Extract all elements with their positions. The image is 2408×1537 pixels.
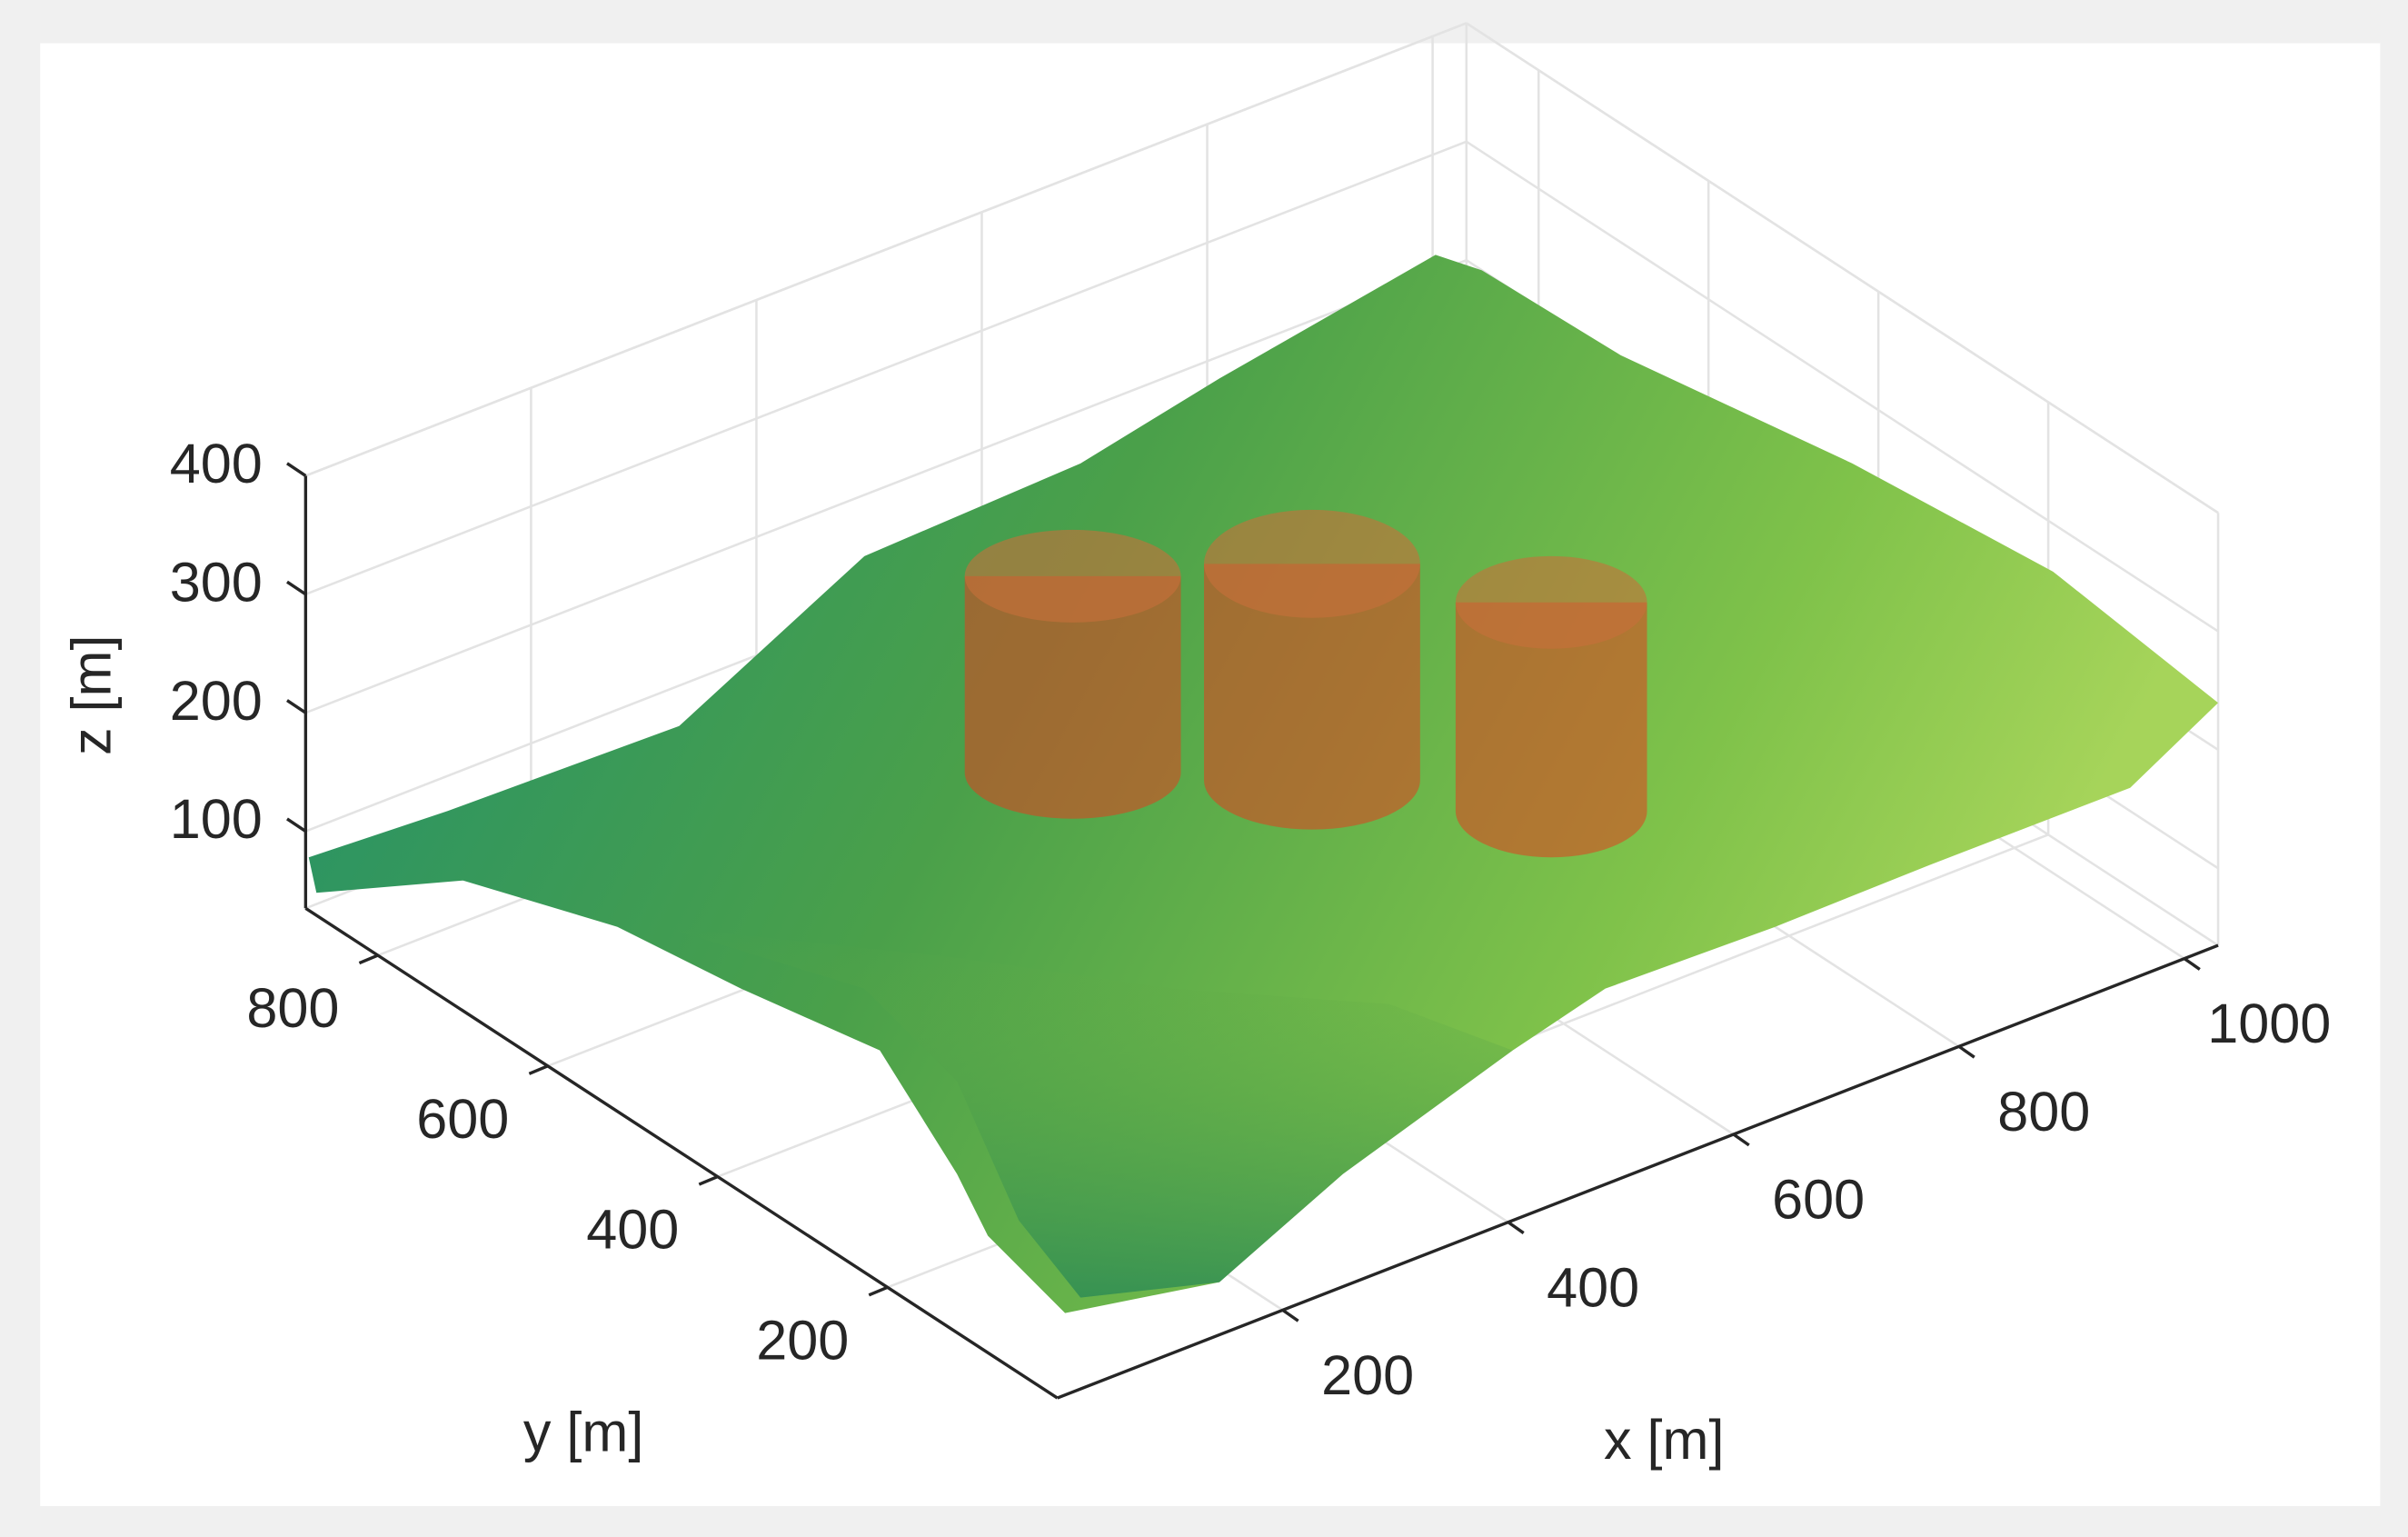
cylinder-top [1455, 555, 1647, 649]
y-tick [528, 1064, 549, 1075]
x-tick-label: 600 [1772, 1169, 1865, 1231]
cylinder [1455, 602, 1647, 858]
y-tick [698, 1174, 719, 1186]
x-tick-label: 1000 [2207, 993, 2331, 1054]
cylinder-top [1204, 509, 1420, 618]
x-tick [2183, 957, 2201, 971]
z-tick [286, 817, 307, 833]
x-tick-label: 200 [1321, 1344, 1414, 1406]
x-tick [1732, 1133, 1750, 1147]
y-axis [304, 906, 1059, 1400]
y-axis-label: y [m] [523, 1402, 643, 1463]
z-tick-label: 100 [170, 788, 263, 850]
x-tick [1957, 1044, 1975, 1059]
x-axis-label: x [m] [1604, 1409, 1724, 1471]
z-tick [286, 580, 307, 596]
z-axis-label: z [m] [60, 635, 122, 756]
cylinders [964, 509, 1647, 858]
grid-line [1466, 22, 2219, 514]
grid-line [304, 259, 1468, 714]
x-tick [1507, 1221, 1525, 1234]
x-tick-label: 400 [1547, 1256, 1639, 1318]
z-tick-label: 400 [170, 433, 263, 494]
y-tick-label: 400 [586, 1199, 679, 1261]
grid-line [304, 22, 1468, 477]
z-tick [286, 699, 307, 714]
grid-line [304, 140, 1468, 596]
y-tick-label: 800 [246, 977, 339, 1039]
x-axis [1057, 943, 2219, 1400]
cylinder [1204, 564, 1420, 830]
y-tick [868, 1285, 889, 1297]
y-tick [358, 953, 379, 965]
z-tick-label: 300 [170, 551, 263, 613]
z-tick [286, 462, 307, 477]
x-tick [1281, 1308, 1299, 1322]
z-tick-label: 200 [170, 670, 263, 732]
axis-layer: 200 400 600 800 1000 200 400 600 800 100 200 300 400 [170, 433, 2332, 1406]
cylinder [964, 575, 1181, 819]
y-tick-label: 600 [416, 1088, 509, 1150]
cylinder-top [964, 529, 1181, 623]
x-tick-label: 800 [1997, 1081, 2090, 1143]
grid-line [1466, 140, 2219, 633]
y-tick-label: 200 [756, 1309, 849, 1371]
